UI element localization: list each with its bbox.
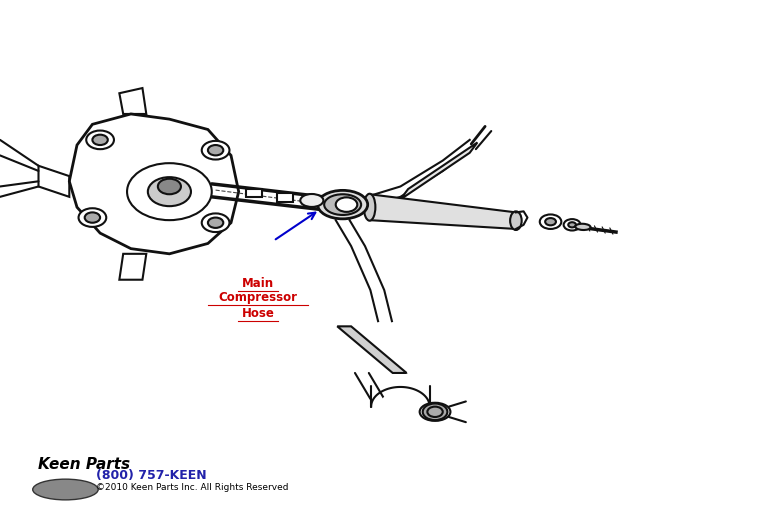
Circle shape <box>127 163 212 220</box>
Circle shape <box>79 208 106 227</box>
Text: Keen Parts: Keen Parts <box>38 457 131 472</box>
Circle shape <box>202 141 229 160</box>
Ellipse shape <box>317 191 367 219</box>
Circle shape <box>92 135 108 145</box>
Circle shape <box>85 212 100 223</box>
Circle shape <box>564 219 581 231</box>
Text: Main: Main <box>242 277 274 290</box>
Ellipse shape <box>32 479 99 500</box>
Text: (800) 757-KEEN: (800) 757-KEEN <box>96 469 207 482</box>
Ellipse shape <box>420 403 450 421</box>
Circle shape <box>423 404 447 420</box>
Circle shape <box>427 407 443 417</box>
Bar <box>277 193 293 202</box>
Circle shape <box>208 218 223 228</box>
Circle shape <box>336 197 357 212</box>
Circle shape <box>202 213 229 232</box>
Circle shape <box>545 218 556 225</box>
Text: Compressor: Compressor <box>219 291 297 305</box>
Text: Hose: Hose <box>242 307 274 320</box>
Circle shape <box>158 179 181 194</box>
Ellipse shape <box>363 194 375 221</box>
Ellipse shape <box>510 211 522 230</box>
Ellipse shape <box>324 194 361 215</box>
Circle shape <box>208 145 223 155</box>
Ellipse shape <box>575 224 591 230</box>
Polygon shape <box>370 194 516 229</box>
Circle shape <box>568 222 576 227</box>
Circle shape <box>148 177 191 206</box>
Circle shape <box>540 214 561 229</box>
Polygon shape <box>400 142 477 199</box>
Ellipse shape <box>300 194 323 207</box>
Circle shape <box>86 131 114 149</box>
Text: ©2010 Keen Parts Inc. All Rights Reserved: ©2010 Keen Parts Inc. All Rights Reserve… <box>96 482 289 492</box>
Polygon shape <box>337 326 407 373</box>
Bar <box>246 189 262 197</box>
